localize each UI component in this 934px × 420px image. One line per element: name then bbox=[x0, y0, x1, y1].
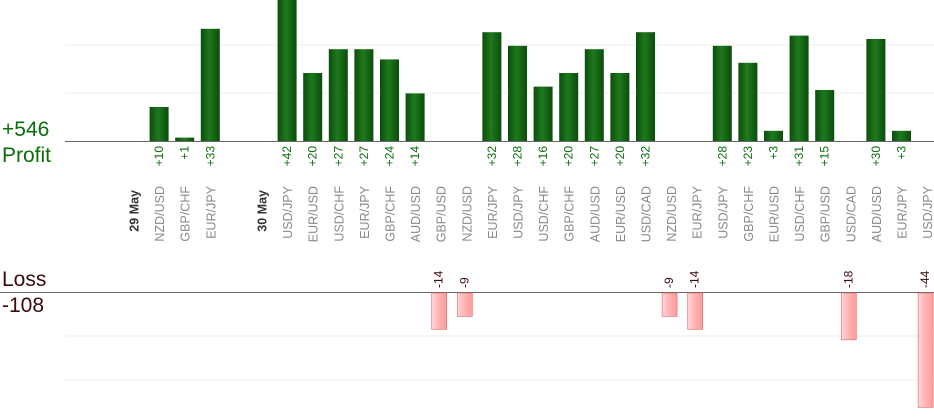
loss-value-label: -14 bbox=[432, 270, 446, 288]
category-label: GBP/CHF bbox=[563, 186, 577, 242]
loss-bars bbox=[431, 292, 934, 408]
profit-value-label: +3 bbox=[767, 146, 781, 160]
category-labels: NZD/USD GBP/CHF EUR/JPY USD/JPY EUR/USD USD/C… bbox=[128, 185, 934, 242]
profit-bar bbox=[328, 49, 348, 142]
profit-value-label: +20 bbox=[562, 146, 576, 167]
profit-bar bbox=[610, 73, 630, 141]
profit-bar bbox=[815, 90, 835, 141]
profit-total: +546 bbox=[2, 118, 50, 141]
profit-value-label: +32 bbox=[639, 146, 653, 167]
profit-bar bbox=[354, 49, 374, 142]
profit-bar bbox=[533, 86, 553, 141]
loss-value-label: -9 bbox=[457, 277, 471, 288]
profit-value-label: +24 bbox=[383, 146, 397, 167]
loss-bar bbox=[456, 292, 473, 317]
bar-labels: +10 +1 +33 +42 +20 +27 +27 +24 +14 -14 -9 +32 +28 +16… bbox=[152, 146, 932, 288]
profit-value-label: +30 bbox=[869, 146, 883, 167]
loss-value-label: -14 bbox=[688, 270, 702, 288]
category-label: AUD/USD bbox=[409, 186, 423, 242]
category-label: AUD/USD bbox=[588, 186, 602, 242]
profit-value-label: +27 bbox=[357, 146, 371, 167]
profit-bar bbox=[764, 130, 783, 141]
category-label: GBP/USD bbox=[435, 186, 449, 242]
category-label: GBP/USD bbox=[819, 186, 833, 242]
profit-value-label: +23 bbox=[741, 146, 755, 167]
profit-value-label: +31 bbox=[792, 146, 806, 167]
profit-value-label: +27 bbox=[587, 146, 601, 167]
category-label: EUR/USD bbox=[768, 186, 782, 242]
category-label: USD/CHF bbox=[332, 186, 346, 242]
profit-value-label: +20 bbox=[306, 146, 320, 167]
profit-bar bbox=[866, 39, 886, 141]
profit-bar bbox=[559, 73, 579, 141]
category-label: EUR/JPY bbox=[204, 185, 218, 238]
category-label: USD/JPY bbox=[716, 185, 730, 238]
category-label: NZD/USD bbox=[665, 186, 679, 242]
profit-bar bbox=[584, 49, 604, 142]
category-label: GBP/CHF bbox=[742, 186, 756, 242]
profit-value-label: +28 bbox=[511, 146, 525, 167]
category-label: USD/CAD bbox=[640, 186, 654, 242]
loss-bar bbox=[431, 292, 448, 330]
category-label: USD/CHF bbox=[537, 186, 551, 242]
loss-value-label: -9 bbox=[662, 277, 676, 288]
profit-bar bbox=[405, 93, 425, 141]
category-label: GBP/CHF bbox=[179, 186, 193, 242]
profit-bar bbox=[738, 62, 758, 141]
date-label: 30 May bbox=[256, 190, 270, 232]
category-label: USD/JPY bbox=[921, 185, 934, 238]
category-label: NZD/USD bbox=[153, 186, 167, 242]
loss-bar bbox=[661, 292, 678, 317]
profit-bar bbox=[892, 130, 911, 141]
category-label: NZD/USD bbox=[460, 186, 474, 242]
profit-value-label: +20 bbox=[613, 146, 627, 167]
profit-bar bbox=[277, 0, 297, 142]
profit-bar bbox=[380, 59, 399, 141]
profit-value-label: +28 bbox=[715, 146, 729, 167]
category-label: AUD/USD bbox=[870, 186, 884, 242]
category-label: EUR/USD bbox=[614, 186, 628, 242]
category-label: EUR/JPY bbox=[486, 185, 500, 238]
profit-value-label: +16 bbox=[536, 146, 550, 167]
loss-total: -108 bbox=[2, 294, 45, 317]
profit-bar bbox=[789, 35, 809, 141]
loss-bar bbox=[917, 292, 934, 408]
profit-value-label: +33 bbox=[203, 146, 217, 167]
loss-value-label: -44 bbox=[918, 270, 932, 288]
profit-value-label: +14 bbox=[408, 146, 422, 167]
category-label: USD/JPY bbox=[281, 185, 295, 238]
profit-value-label: +15 bbox=[818, 146, 832, 167]
category-label: USD/JPY bbox=[512, 185, 526, 238]
profit-value-label: +10 bbox=[152, 146, 166, 167]
loss-value-label: -18 bbox=[841, 270, 855, 288]
category-label: EUR/JPY bbox=[691, 185, 705, 238]
loss-bar bbox=[840, 292, 857, 341]
profit-bar bbox=[200, 28, 220, 141]
category-label: USD/CHF bbox=[793, 186, 807, 242]
profit-bar bbox=[175, 137, 195, 141]
category-label: EUR/USD bbox=[307, 186, 321, 242]
category-label: GBP/CHF bbox=[384, 186, 398, 242]
profit-bar bbox=[482, 32, 502, 142]
profit-value-label: +32 bbox=[485, 146, 499, 167]
profit-bar bbox=[636, 32, 655, 142]
profit-bar bbox=[149, 107, 169, 141]
profit-value-label: +1 bbox=[178, 146, 192, 160]
profit-bar bbox=[508, 45, 527, 141]
profit-value-label: +27 bbox=[331, 146, 345, 167]
profit-value-label: +42 bbox=[280, 146, 294, 167]
category-label: EUR/JPY bbox=[358, 185, 372, 238]
loss-label: Loss bbox=[2, 268, 47, 291]
profit-bar bbox=[303, 73, 323, 141]
loss-bar bbox=[687, 292, 704, 330]
date-label: 29 May bbox=[128, 190, 142, 232]
category-label: USD/CAD bbox=[844, 186, 858, 242]
profit-label: Profit bbox=[2, 144, 52, 167]
category-label: EUR/JPY bbox=[896, 185, 910, 238]
profit-bar bbox=[712, 45, 732, 141]
profit-value-label: +3 bbox=[895, 146, 909, 160]
profit-bars bbox=[149, 0, 911, 142]
